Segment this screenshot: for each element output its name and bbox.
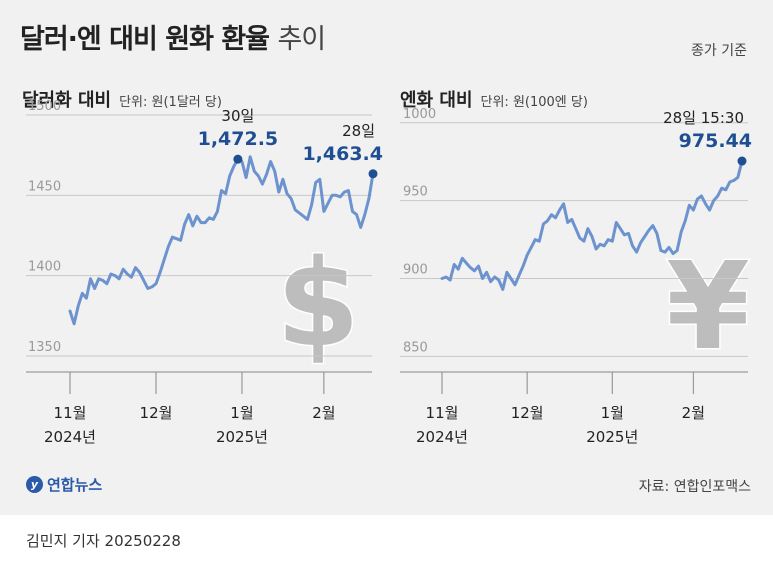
- byline: 김민지 기자 20250228: [26, 532, 181, 550]
- page-title: 달러·엔 대비 원화 환율 추이: [20, 17, 326, 56]
- dollar-symbol-icon: $: [276, 235, 360, 374]
- date-label: 28일: [342, 122, 375, 140]
- jpy-chart-title-text: 엔화 대비: [400, 90, 473, 111]
- highlight-point: [233, 154, 243, 164]
- yonhap-logo: y 연합뉴스: [26, 474, 102, 495]
- title-bold: 달러·엔 대비 원화 환율: [20, 24, 270, 55]
- x-tick-label: 1월: [230, 404, 253, 422]
- x-tick-label: 2월: [312, 404, 335, 422]
- x-tick-year-label: 2025년: [216, 428, 268, 446]
- y-tick-label: 1000: [403, 107, 436, 122]
- x-tick-year-label: 2025년: [586, 428, 638, 446]
- highlight-point: [737, 156, 747, 166]
- y-tick-label: 1400: [28, 260, 61, 275]
- date-label: 30일: [221, 107, 254, 125]
- charts-canvas: $1350 1400 1450 1500 11월 2024년 12월 1월 2025년 2월 1,4…: [26, 99, 752, 446]
- y-tick-label: 1500: [28, 99, 61, 114]
- x-tick-label: 12월: [140, 404, 173, 422]
- jpy-chart-unit: 단위: 원(100엔 당): [480, 95, 588, 110]
- price-basis-note: 종가 기준: [691, 43, 747, 59]
- jpy-chart-title: 엔화 대비 단위: 원(100엔 당): [400, 86, 588, 112]
- series-line: [440, 159, 744, 291]
- value-label: 975.44: [679, 130, 752, 152]
- usd-chart-title: 달러화 대비 단위: 원(1달러 당): [22, 86, 222, 112]
- x-tick-label: 2월: [682, 404, 705, 422]
- y-tick-label: 850: [403, 340, 428, 355]
- yonhap-logo-icon: y: [26, 476, 43, 493]
- usd-chart-title-text: 달러화 대비: [22, 90, 112, 111]
- series-line: [68, 155, 375, 326]
- x-tick-label: 11월: [426, 404, 459, 422]
- x-tick-label: 1월: [601, 404, 624, 422]
- y-tick-label: 900: [403, 263, 428, 278]
- x-tick-year-label: 2024년: [44, 428, 96, 446]
- value-label: 1,463.4: [302, 143, 383, 165]
- x-tick-year-label: 2024년: [416, 428, 468, 446]
- background-panel: [0, 0, 773, 515]
- highlight-point: [368, 169, 378, 179]
- x-tick-label: 12월: [511, 404, 544, 422]
- title-light: 추이: [277, 24, 326, 55]
- data-source: 자료: 연합인포맥스: [638, 479, 751, 495]
- yen-symbol-icon: ¥: [666, 238, 750, 377]
- value-label: 1,472.5: [198, 128, 279, 150]
- y-tick-label: 950: [403, 185, 428, 200]
- y-tick-label: 1450: [28, 179, 61, 194]
- yonhap-logo-text: 연합뉴스: [47, 476, 103, 494]
- usd-chart-unit: 단위: 원(1달러 당): [119, 95, 222, 110]
- x-tick-label: 11월: [54, 404, 87, 422]
- y-tick-label: 1350: [28, 340, 61, 355]
- date-label: 28일 15:30: [663, 109, 744, 127]
